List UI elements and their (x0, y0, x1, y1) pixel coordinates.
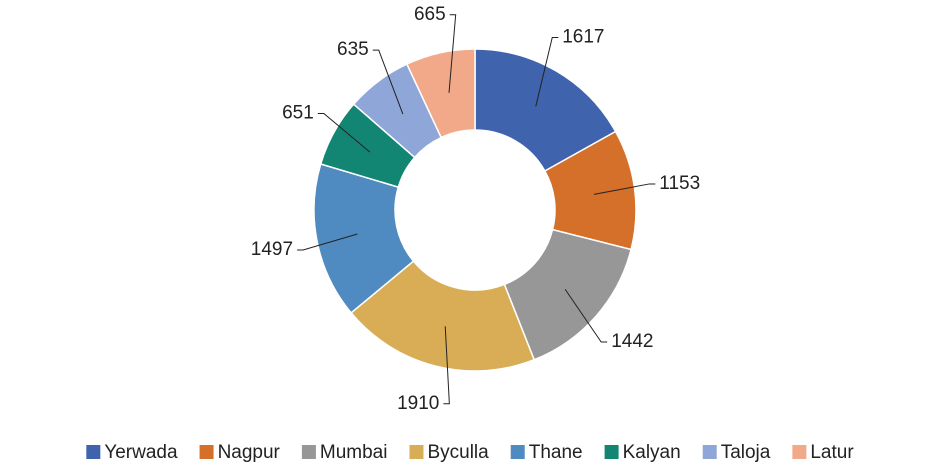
leader-line (535, 37, 559, 107)
legend-swatch (409, 445, 424, 459)
legend-label: Yerwada (104, 442, 178, 463)
legend-swatch (86, 445, 101, 459)
legend-swatch (301, 445, 316, 459)
data-label: 635 (337, 39, 369, 60)
legend-swatch (792, 445, 807, 459)
donut-slice (405, 48, 476, 139)
leader-line (593, 183, 656, 195)
legend-label: Taloja (721, 442, 771, 463)
leader-line (372, 49, 404, 115)
data-label: 1442 (611, 331, 653, 352)
legend-swatch (199, 445, 214, 459)
legend-swatch (510, 445, 525, 459)
data-label: 1910 (397, 393, 439, 414)
legend-swatch (604, 445, 619, 459)
data-label: 1153 (659, 173, 700, 194)
leader-line (448, 14, 457, 93)
leader-line (297, 233, 358, 251)
leader-line (564, 288, 608, 343)
legend-label: Thane (529, 442, 583, 463)
leader-line (443, 326, 450, 405)
donut-slice (474, 48, 617, 173)
data-label: 665 (414, 4, 446, 25)
data-label: 651 (282, 103, 314, 124)
legend-swatch (702, 445, 717, 459)
data-label: 1617 (562, 27, 604, 48)
legend-label: Nagpur (218, 442, 281, 463)
legend-label: Mumbai (320, 442, 388, 463)
legend-label: Latur (810, 442, 854, 463)
legend-label: Kalyan (623, 442, 681, 463)
data-label: 1497 (251, 239, 293, 260)
donut-slice (350, 260, 536, 372)
leader-line (317, 112, 371, 153)
legend-label: Byculla (427, 442, 489, 463)
